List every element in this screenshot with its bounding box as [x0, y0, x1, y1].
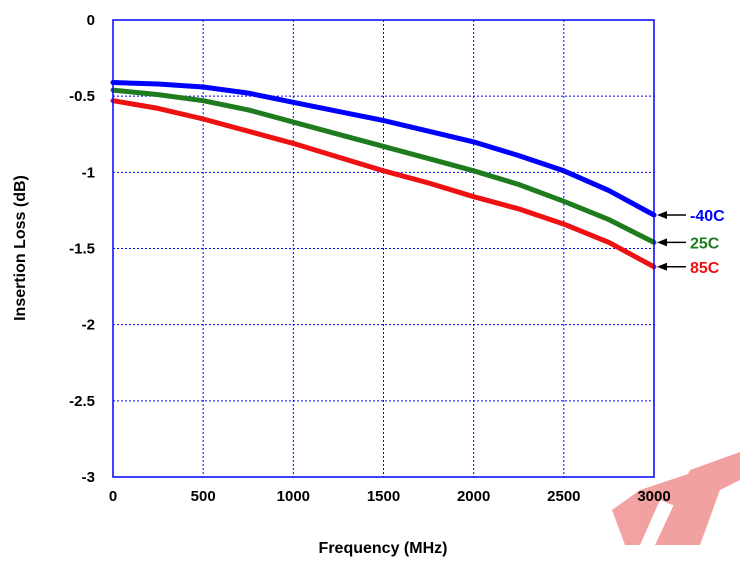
arrow-head-icon: [657, 262, 667, 271]
x-tick-label: 3000: [637, 488, 670, 505]
arrow-head-icon: [657, 210, 667, 219]
series-line-3: [110, 98, 657, 270]
y-tick-label: -2.5: [69, 393, 95, 410]
series-label: 25C: [690, 235, 720, 252]
x-tick-label: 1500: [367, 488, 400, 505]
x-tick-label: 2500: [547, 488, 580, 505]
series-lines: [110, 80, 657, 270]
watermark-logo: [612, 452, 740, 545]
y-tick-label: 0: [87, 12, 95, 29]
y-tick-label: -2: [82, 317, 95, 334]
y-tick-label: -3: [82, 469, 95, 486]
x-tick-label: 1000: [277, 488, 310, 505]
series-labels: -40C 25C 85C: [657, 208, 725, 277]
series-label: 85C: [690, 260, 720, 277]
x-axis-title: Frequency (MHz): [319, 540, 448, 557]
series-line-1: [110, 80, 657, 218]
y-axis-title: Insertion Loss (dB): [12, 175, 29, 321]
y-tick-label: -1.5: [69, 241, 95, 258]
y-tick-label: -0.5: [69, 88, 95, 105]
series-label: -40C: [690, 208, 725, 225]
grid-lines: [113, 20, 654, 477]
axis-ticks: 0 500 1000 1500 2000 2500 3000 0 -0.5 -1 -1.5 -2 -2.…: [69, 12, 671, 505]
series-line-2: [110, 87, 657, 245]
x-tick-label: 0: [109, 488, 117, 505]
arrow-head-icon: [657, 238, 667, 247]
plot-frame: [112, 19, 655, 478]
x-tick-label: 2000: [457, 488, 490, 505]
y-tick-label: -1: [82, 164, 95, 181]
x-tick-label: 500: [191, 488, 216, 505]
